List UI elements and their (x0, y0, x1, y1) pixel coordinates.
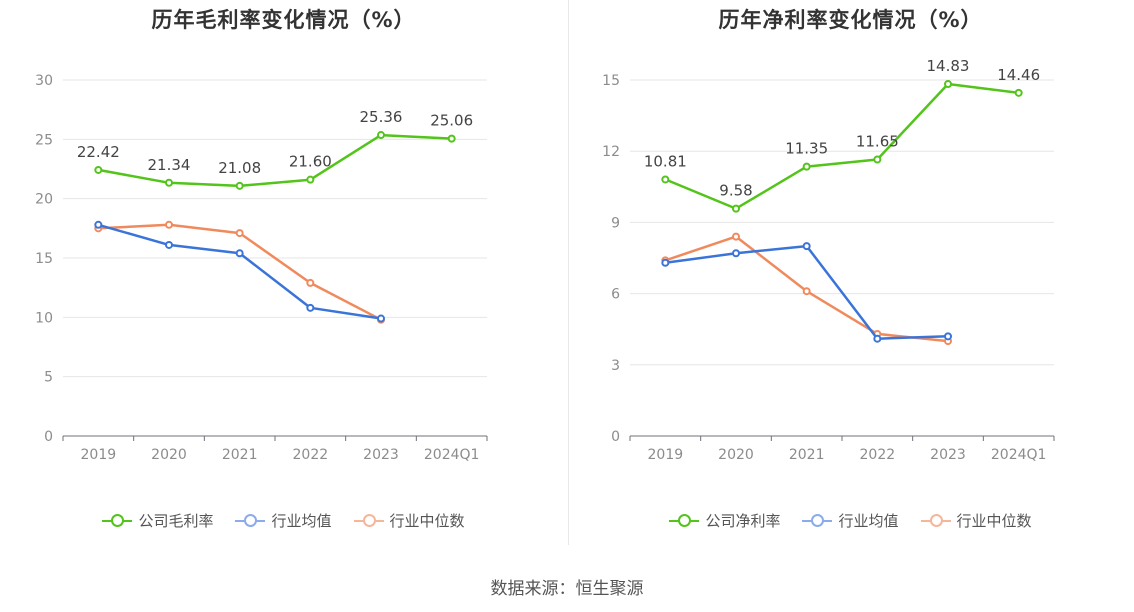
y-tick-label: 3 (611, 358, 620, 374)
x-tick-label: 2020 (718, 447, 754, 463)
data-label: 22.42 (77, 143, 120, 161)
legend-label: 行业中位数 (956, 512, 1032, 530)
data-label: 10.81 (644, 152, 687, 170)
data-point (873, 155, 882, 164)
data-point (377, 131, 385, 140)
y-tick-label: 5 (44, 370, 53, 386)
chart-title: 历年净利率变化情况（%） (718, 8, 983, 32)
x-tick-label: 2024Q1 (424, 447, 480, 463)
legend-label: 行业均值 (838, 512, 899, 530)
x-tick-label: 2023 (930, 447, 966, 463)
y-tick-label: 12 (602, 144, 620, 160)
data-point (94, 165, 103, 174)
data-label: 11.35 (785, 140, 828, 158)
x-tick-label: 2021 (222, 447, 258, 463)
x-tick-label: 2020 (151, 447, 187, 463)
legend-label: 行业均值 (271, 512, 332, 530)
series-line (664, 82, 1019, 210)
data-label: 21.60 (289, 153, 332, 171)
legend-item-company[interactable]: 公司毛利率 (102, 510, 213, 531)
x-tick-label: 2022 (860, 447, 896, 463)
data-point (306, 278, 315, 287)
y-tick-label: 0 (611, 429, 620, 445)
legend-label: 行业中位数 (389, 512, 465, 530)
data-point (306, 303, 315, 312)
data-label: 14.46 (997, 66, 1040, 84)
y-tick-label: 9 (611, 215, 620, 231)
legend-label: 公司毛利率 (138, 512, 214, 530)
data-point (235, 229, 244, 238)
legend-item-industry-mean[interactable]: 行业均值 (802, 510, 899, 531)
data-point (732, 204, 740, 213)
series-line (98, 133, 452, 188)
data-label: 25.36 (360, 108, 403, 126)
data-point (661, 258, 670, 267)
data-point (944, 332, 952, 341)
x-tick-label: 2024Q1 (991, 447, 1047, 463)
data-point (447, 134, 456, 143)
data-point (732, 249, 740, 258)
x-tick-label: 2019 (81, 447, 117, 463)
gross-margin-plot: 0 5 10 15 20 25 30 2019 2020 2021 2022 2023 2024Q1 22… (35, 73, 488, 463)
data-label: 25.06 (430, 112, 473, 130)
legend: 公司净利率 行业均值 行业中位数 (567, 510, 1134, 531)
y-tick-label: 25 (35, 132, 53, 148)
data-point (802, 162, 811, 171)
x-tick-label: 2019 (648, 447, 684, 463)
data-label: 11.65 (856, 133, 899, 151)
y-tick-label: 0 (44, 429, 53, 445)
data-point (165, 220, 173, 229)
legend-item-industry-median[interactable]: 行业中位数 (353, 510, 465, 531)
legend-item-industry-median[interactable]: 行业中位数 (920, 510, 1032, 531)
x-tick-label: 2022 (293, 447, 329, 463)
data-point (802, 287, 811, 296)
y-tick-label: 6 (611, 287, 620, 303)
data-point (802, 242, 811, 251)
data-point (873, 334, 882, 343)
data-point (377, 314, 385, 323)
data-point (94, 220, 103, 229)
y-tick-label: 15 (35, 251, 53, 267)
chart-title: 历年毛利率变化情况（%） (151, 8, 416, 32)
series-line (97, 223, 382, 320)
legend-item-industry-mean[interactable]: 行业均值 (235, 510, 332, 531)
data-point (944, 80, 952, 89)
data-label: 9.58 (719, 182, 752, 200)
data-point (661, 175, 670, 184)
divider (568, 0, 569, 545)
net-margin-chart: 历年净利率变化情况（%） 0 3 6 9 12 15 2019 2020 2021 2022 202… (567, 0, 1134, 560)
legend-label: 公司净利率 (705, 512, 781, 530)
data-point (235, 181, 244, 190)
y-tick-label: 20 (35, 192, 53, 208)
data-label: 21.08 (218, 159, 261, 177)
y-tick-label: 10 (35, 310, 53, 326)
x-tick-label: 2021 (789, 447, 825, 463)
x-tick-label: 2023 (363, 447, 399, 463)
data-point (165, 178, 173, 187)
legend: 公司毛利率 行业均值 行业中位数 (0, 510, 567, 531)
y-tick-label: 30 (35, 73, 53, 89)
data-label: 21.34 (148, 156, 191, 174)
legend-item-company[interactable]: 公司净利率 (669, 510, 780, 531)
data-point (732, 232, 740, 241)
data-point (306, 175, 315, 184)
data-point (1014, 88, 1023, 97)
data-source: 数据来源：恒生聚源 (490, 579, 644, 599)
gross-margin-chart: 历年毛利率变化情况（%） 0 5 10 15 20 25 30 2019 2020 2021 202… (0, 0, 567, 560)
data-label: 14.83 (927, 57, 970, 75)
data-point (235, 249, 244, 258)
data-point (165, 240, 173, 249)
net-margin-plot: 0 3 6 9 12 15 2019 2020 2021 2022 2023 2024Q1 10.81 9… (602, 57, 1055, 463)
series-line (98, 223, 382, 321)
y-tick-label: 15 (602, 73, 620, 89)
